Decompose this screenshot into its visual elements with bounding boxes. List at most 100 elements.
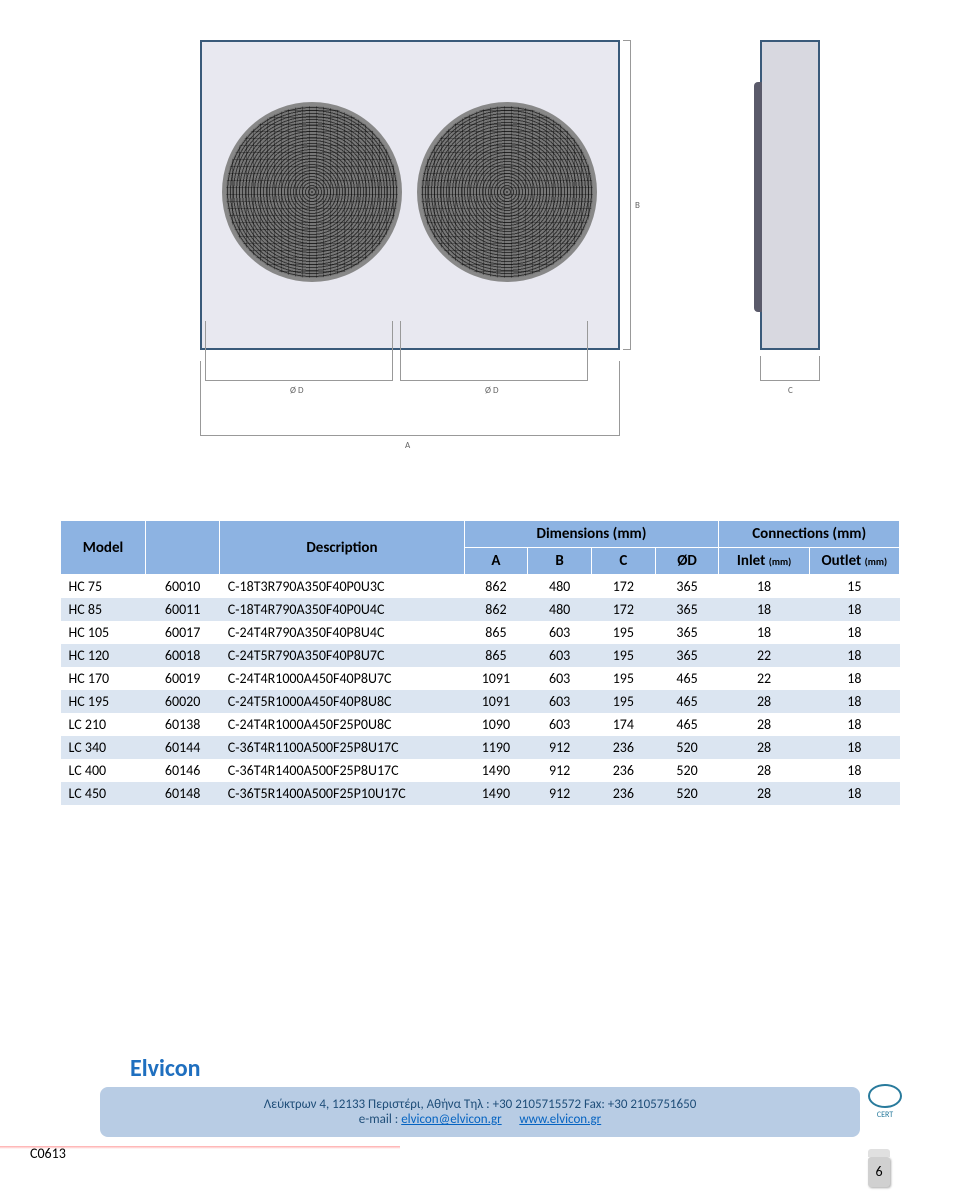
cell-code: 60011 [145, 598, 219, 621]
header-dimensions: Dimensions (mm) [464, 521, 719, 548]
specifications-table: Model Description Dimensions (mm) Connec… [60, 520, 900, 805]
header-b: B [528, 548, 592, 575]
cell-OD: 365 [655, 598, 719, 621]
header-inlet: Inlet (mm) [719, 548, 809, 575]
header-inlet-unit: (mm) [769, 555, 792, 568]
email-label: e-mail : [359, 1112, 398, 1127]
dim-line-a [200, 435, 620, 436]
cell-code: 60138 [145, 713, 219, 736]
side-view [760, 40, 820, 350]
email-link[interactable]: elvicon@elvicon.gr [401, 1112, 501, 1127]
cell-C: 172 [591, 598, 655, 621]
cell-OD: 365 [655, 621, 719, 644]
cell-OD: 520 [655, 736, 719, 759]
table-header: Model Description Dimensions (mm) Connec… [61, 521, 900, 575]
fan-right [417, 102, 597, 282]
cell-C: 195 [591, 667, 655, 690]
cell-in: 28 [719, 713, 809, 736]
table-row: LC 34060144C-36T4R1100A500F25P8U17C11909… [61, 736, 900, 759]
cell-OD: 365 [655, 644, 719, 667]
dim-line-od2 [400, 380, 588, 381]
cell-B: 603 [528, 713, 592, 736]
header-outlet-text: Outlet [822, 552, 862, 570]
header-description: Description [220, 521, 464, 575]
address-line: Λεύκτρων 4, 12133 Περιστέρι, Αθήνα Τηλ :… [120, 1097, 840, 1112]
cell-desc: C-36T4R1100A500F25P8U17C [220, 736, 464, 759]
cell-code: 60019 [145, 667, 219, 690]
cell-in: 28 [719, 690, 809, 713]
cell-in: 28 [719, 782, 809, 805]
dim-label-b: B [635, 200, 640, 211]
cell-OD: 465 [655, 667, 719, 690]
header-code-blank [145, 521, 219, 575]
cell-model: HC 85 [61, 598, 146, 621]
cell-C: 236 [591, 759, 655, 782]
cell-out: 18 [809, 621, 899, 644]
cell-OD: 465 [655, 690, 719, 713]
fan-left [222, 102, 402, 282]
cell-code: 60020 [145, 690, 219, 713]
cell-C: 195 [591, 690, 655, 713]
cell-A: 1490 [464, 759, 528, 782]
cert-badge: CERT [860, 1084, 910, 1124]
cell-model: LC 340 [61, 736, 146, 759]
cell-B: 603 [528, 667, 592, 690]
cell-C: 172 [591, 575, 655, 599]
page-number: 6 [868, 1157, 890, 1187]
cell-C: 195 [591, 621, 655, 644]
cell-desc: C-36T4R1400A500F25P8U17C [220, 759, 464, 782]
cell-OD: 520 [655, 759, 719, 782]
cell-A: 1090 [464, 713, 528, 736]
cell-out: 15 [809, 575, 899, 599]
cell-B: 480 [528, 575, 592, 599]
table-row: HC 10560017C-24T4R790A350F40P8U4C8656031… [61, 621, 900, 644]
website-link[interactable]: www.elvicon.gr [519, 1112, 601, 1127]
cell-desc: C-24T4R1000A450F40P8U7C [220, 667, 464, 690]
cell-A: 1091 [464, 667, 528, 690]
cell-B: 480 [528, 598, 592, 621]
header-od: ØD [655, 548, 719, 575]
header-inlet-text: Inlet [737, 552, 765, 570]
cell-B: 603 [528, 644, 592, 667]
header-connections: Connections (mm) [719, 521, 900, 548]
cell-code: 60148 [145, 782, 219, 805]
cell-A: 862 [464, 575, 528, 599]
cell-A: 865 [464, 621, 528, 644]
cell-code: 60146 [145, 759, 219, 782]
cell-model: LC 400 [61, 759, 146, 782]
cell-code: 60018 [145, 644, 219, 667]
cell-out: 18 [809, 759, 899, 782]
cell-out: 18 [809, 736, 899, 759]
cell-A: 862 [464, 598, 528, 621]
header-c: C [591, 548, 655, 575]
cell-in: 22 [719, 644, 809, 667]
dim-label-od2: Ø D [485, 385, 499, 396]
dim-line-od1 [205, 380, 393, 381]
cell-model: HC 105 [61, 621, 146, 644]
cell-desc: C-24T4R790A350F40P8U4C [220, 621, 464, 644]
cell-model: HC 195 [61, 690, 146, 713]
cell-out: 18 [809, 667, 899, 690]
cell-code: 60144 [145, 736, 219, 759]
cell-A: 1490 [464, 782, 528, 805]
dim-label-a: A [405, 440, 410, 451]
cell-out: 18 [809, 713, 899, 736]
cell-out: 18 [809, 598, 899, 621]
table-row: HC 17060019C-24T4R1000A450F40P8U7C109160… [61, 667, 900, 690]
cell-A: 865 [464, 644, 528, 667]
cell-OD: 520 [655, 782, 719, 805]
cell-desc: C-24T4R1000A450F25P0U8C [220, 713, 464, 736]
technical-diagram: A B C Ø D Ø D [180, 20, 880, 500]
contact-bar: Λεύκτρων 4, 12133 Περιστέρι, Αθήνα Τηλ :… [100, 1087, 860, 1137]
cell-in: 22 [719, 667, 809, 690]
cell-out: 18 [809, 690, 899, 713]
dim-line-c [760, 380, 820, 381]
dim-line-b [630, 40, 631, 350]
dim-label-c: C [788, 385, 793, 396]
cell-B: 912 [528, 759, 592, 782]
cell-in: 18 [719, 621, 809, 644]
table-row: HC 8560011C-18T4R790A350F40P0U4C86248017… [61, 598, 900, 621]
table-row: LC 40060146C-36T4R1400A500F25P8U17C14909… [61, 759, 900, 782]
document-code: C0613 [30, 1145, 66, 1162]
cell-B: 912 [528, 782, 592, 805]
